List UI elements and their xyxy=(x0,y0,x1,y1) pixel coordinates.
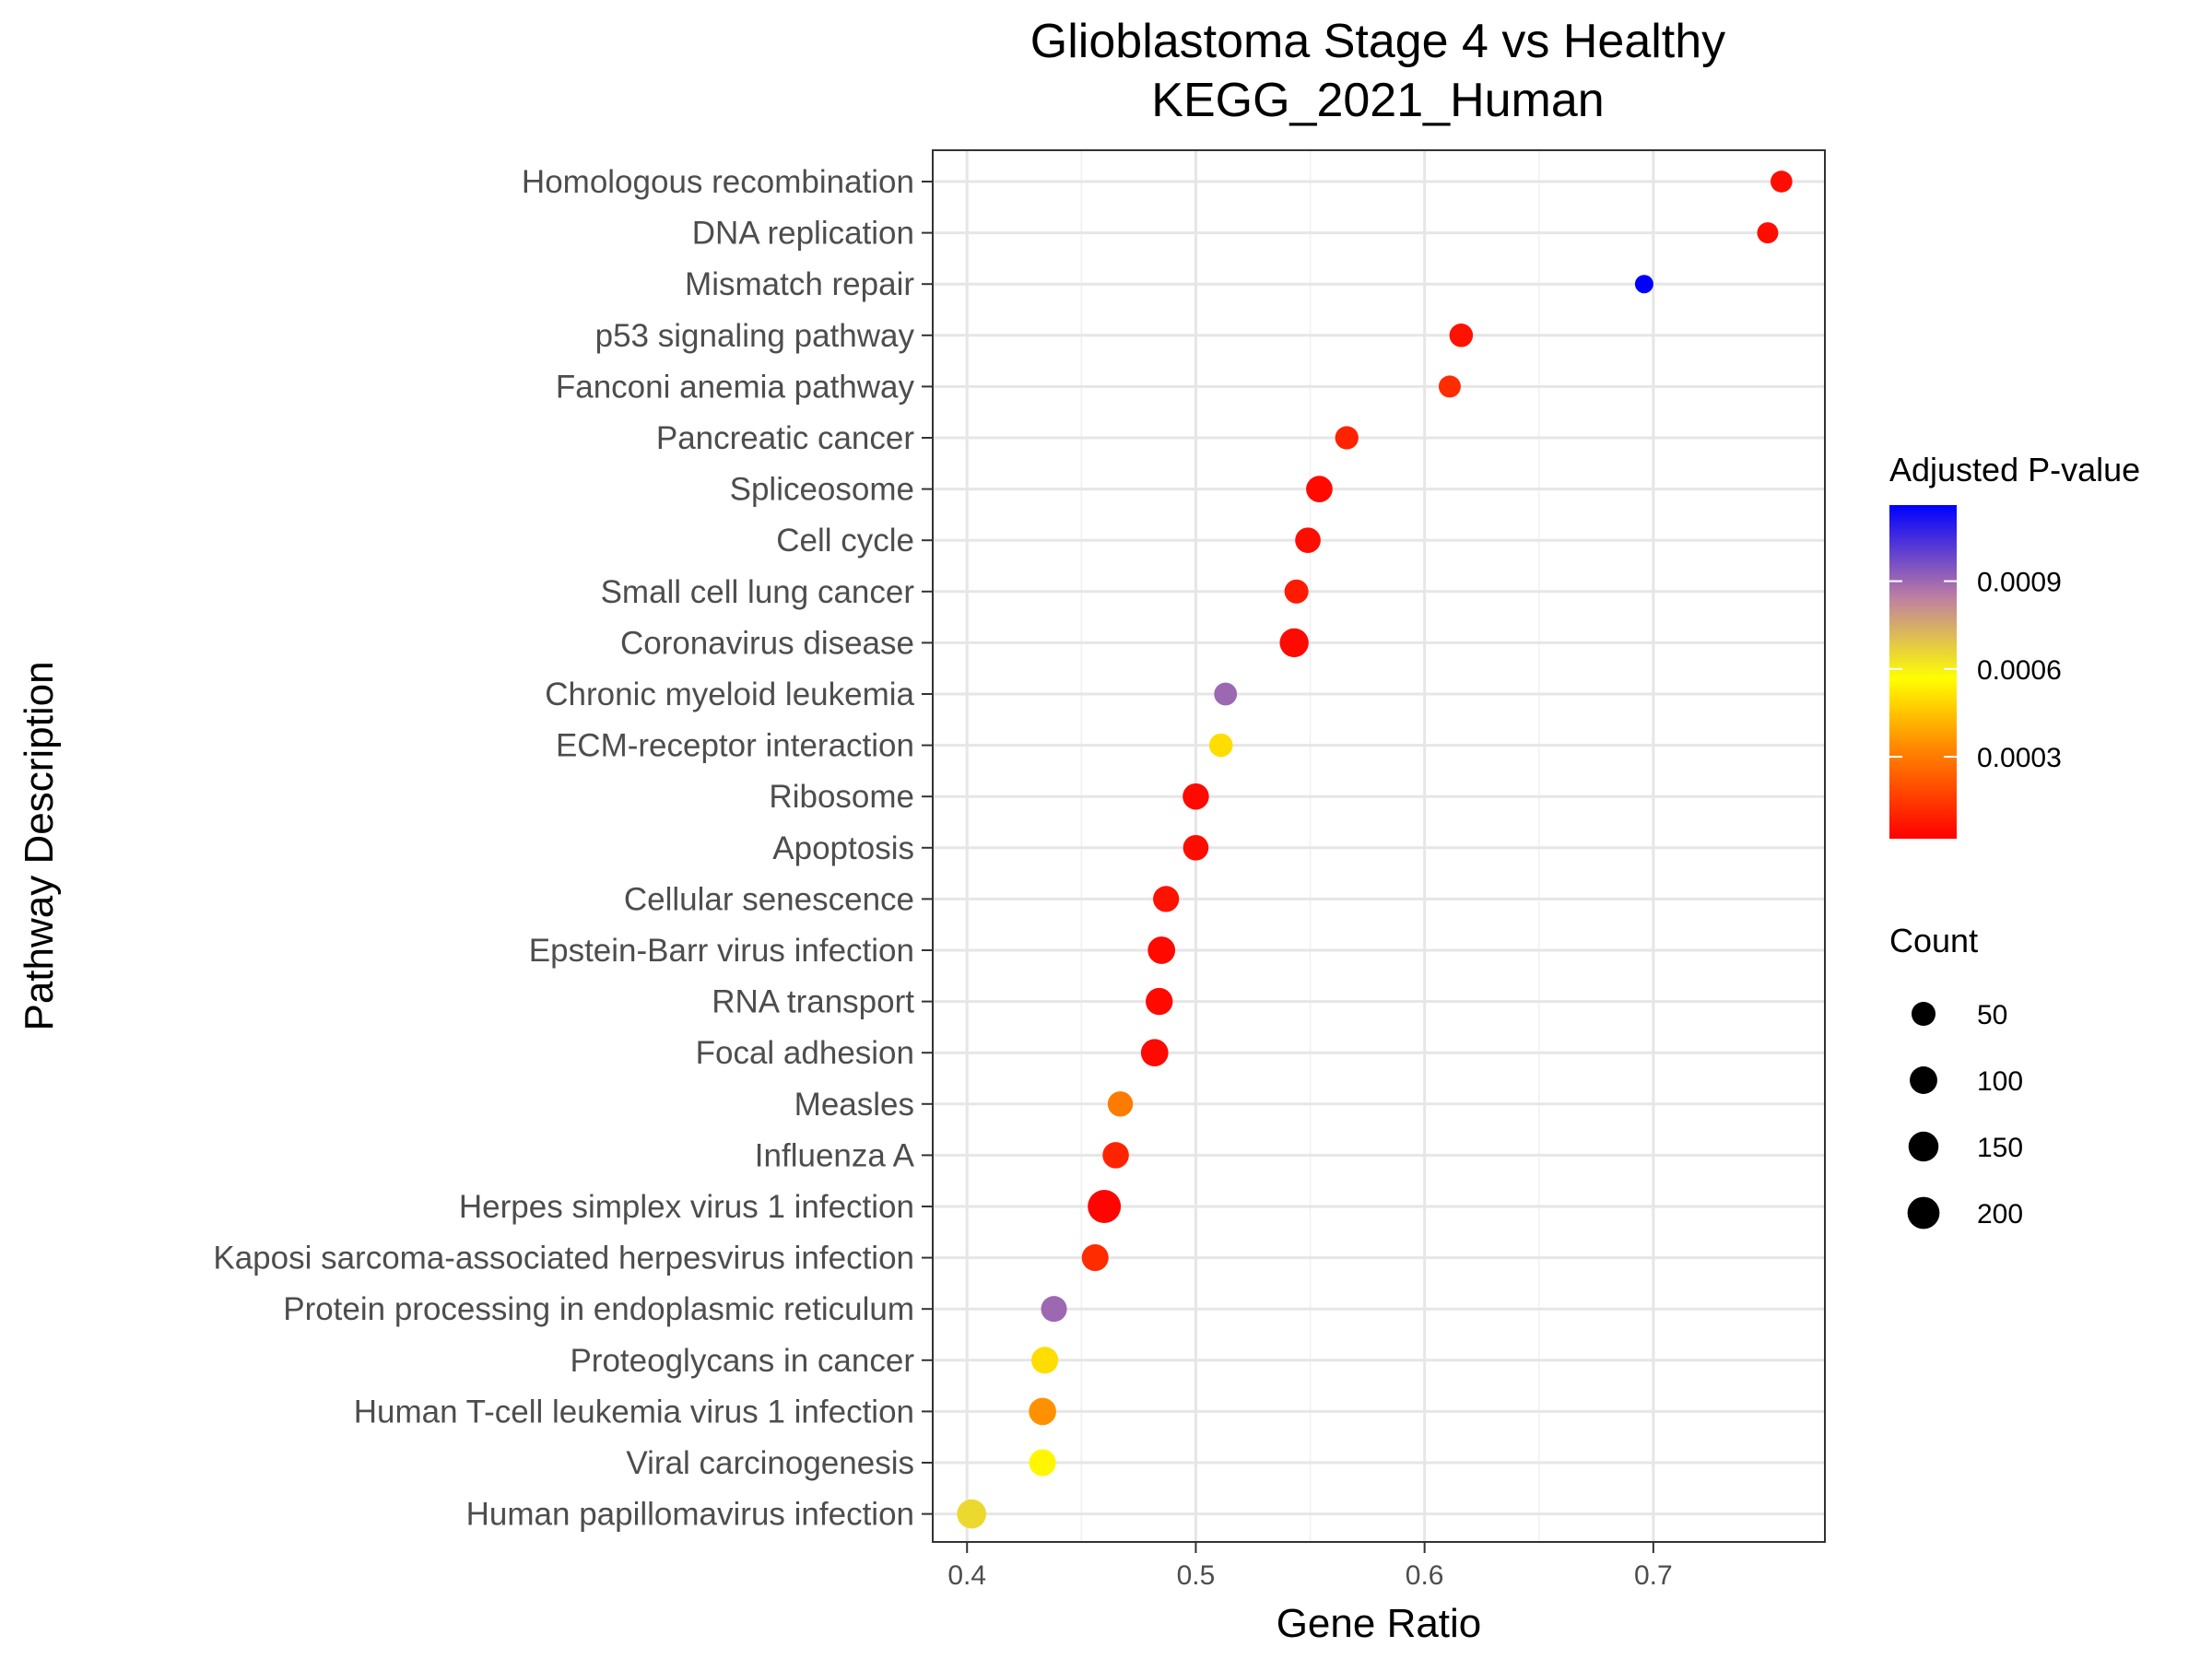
y-tick-label: DNA replication xyxy=(692,216,914,252)
data-point xyxy=(1634,275,1653,294)
color-breaks: 0.0009 0.0006 0.0003 xyxy=(1889,568,2062,773)
data-point xyxy=(1140,1039,1169,1067)
size-key-dot xyxy=(1911,1001,1936,1027)
size-key-label: 150 xyxy=(1977,1133,2023,1163)
grid xyxy=(933,150,1825,1542)
x-axis: 0.4 0.5 0.6 0.7 xyxy=(947,1542,1673,1591)
data-point xyxy=(1279,628,1309,658)
data-point xyxy=(1081,1244,1109,1272)
color-break-label: 0.0003 xyxy=(1977,743,2062,773)
data-point xyxy=(1153,886,1180,912)
data-point xyxy=(1041,1296,1067,1323)
size-keys: 50 100 150 200 xyxy=(1907,1000,2023,1230)
y-tick-label: Epstein-Barr virus infection xyxy=(529,933,914,969)
y-tick-label: Human T-cell leukemia virus 1 infection xyxy=(354,1394,914,1430)
data-point xyxy=(1306,476,1333,502)
y-tick-label: Herpes simplex virus 1 infection xyxy=(459,1189,914,1225)
y-tick-label: Spliceosome xyxy=(730,472,914,508)
y-tick-label: Apoptosis xyxy=(772,830,914,866)
size-key-label: 50 xyxy=(1977,1000,2007,1030)
data-point xyxy=(1182,782,1209,810)
data-point xyxy=(1029,1449,1056,1477)
data-point xyxy=(1146,987,1173,1016)
plot-background xyxy=(933,150,1825,1542)
data-point xyxy=(1182,834,1209,861)
plot-area xyxy=(932,149,1826,1543)
x-tick-label: 0.4 xyxy=(947,1560,986,1591)
y-tick-label: Small cell lung cancer xyxy=(601,574,915,610)
x-axis-title: Gene Ratio xyxy=(1277,1601,1482,1646)
data-point xyxy=(1102,1142,1129,1169)
y-tick-label: Cellular senescence xyxy=(624,881,914,917)
y-tick-label: Measles xyxy=(794,1087,914,1123)
color-bar xyxy=(1889,505,1957,839)
size-key-dot xyxy=(1907,1196,1940,1230)
points xyxy=(957,171,1793,1529)
y-tick-label: Pancreatic cancer xyxy=(656,420,914,456)
y-tick-label: Proteoglycans in cancer xyxy=(570,1343,914,1379)
x-tick-label: 0.7 xyxy=(1634,1560,1673,1591)
y-tick-label: Chronic myeloid leukemia xyxy=(545,677,914,712)
x-tick-label: 0.6 xyxy=(1406,1560,1444,1591)
y-tick-label: Cell cycle xyxy=(776,523,914,559)
y-tick-label: Human papillomavirus infection xyxy=(466,1497,914,1533)
data-point xyxy=(1295,527,1321,554)
y-tick-label: Coronavirus disease xyxy=(620,625,914,661)
color-legend-title: Adjusted P-value xyxy=(1889,451,2140,488)
size-key-dot xyxy=(1910,1066,1937,1094)
y-tick-label: Influenza A xyxy=(755,1137,915,1173)
chart-subtitle: KEGG_2021_Human xyxy=(1151,74,1604,127)
data-point xyxy=(1335,426,1359,450)
size-key-label: 200 xyxy=(1977,1199,2023,1230)
size-key-dot xyxy=(1908,1131,1939,1162)
y-tick-label: Homologous recombination xyxy=(522,164,914,200)
color-break-label: 0.0006 xyxy=(1977,655,2062,686)
y-tick-label: Mismatch repair xyxy=(685,266,914,302)
data-point xyxy=(1107,1091,1134,1117)
chart-title: Glioblastoma Stage 4 vs Healthy xyxy=(1030,15,1725,68)
y-tick-label: Protein processing in endoplasmic reticu… xyxy=(283,1291,914,1327)
data-point xyxy=(1088,1190,1122,1223)
data-point xyxy=(1771,171,1793,193)
data-point xyxy=(1208,733,1233,758)
data-point xyxy=(1214,682,1238,706)
data-point xyxy=(1438,375,1461,398)
data-point xyxy=(1449,324,1474,347)
data-point xyxy=(1284,579,1309,604)
y-tick-label: Focal adhesion xyxy=(696,1035,914,1071)
y-tick-label: Ribosome xyxy=(769,779,914,815)
y-tick-label: ECM-receptor interaction xyxy=(556,728,914,764)
color-legend: Adjusted P-value 0.0009 0.0006 0.0003 xyxy=(1889,451,2140,839)
y-axis-title: Pathway Description xyxy=(17,661,62,1030)
size-legend-title: Count xyxy=(1889,922,1978,959)
x-tick-label: 0.5 xyxy=(1177,1560,1216,1591)
data-point xyxy=(1757,222,1779,244)
y-tick-label: p53 signaling pathway xyxy=(595,318,915,354)
size-key-label: 100 xyxy=(1977,1066,2023,1097)
color-break-label: 0.0009 xyxy=(1977,568,2062,598)
y-axis: Homologous recombination DNA replication M… xyxy=(213,164,933,1533)
y-tick-label: Viral carcinogenesis xyxy=(626,1445,914,1481)
y-tick-label: Fanconi anemia pathway xyxy=(556,369,915,405)
size-legend: Count 50 100 150 200 xyxy=(1889,922,2023,1230)
data-point xyxy=(1029,1397,1056,1426)
data-point xyxy=(1147,936,1176,964)
data-point xyxy=(1031,1347,1059,1374)
y-tick-label: RNA transport xyxy=(712,984,914,1020)
y-tick-label: Kaposi sarcoma-associated herpesvirus in… xyxy=(213,1241,914,1277)
plot-border xyxy=(932,149,1826,1543)
data-point xyxy=(957,1499,987,1529)
